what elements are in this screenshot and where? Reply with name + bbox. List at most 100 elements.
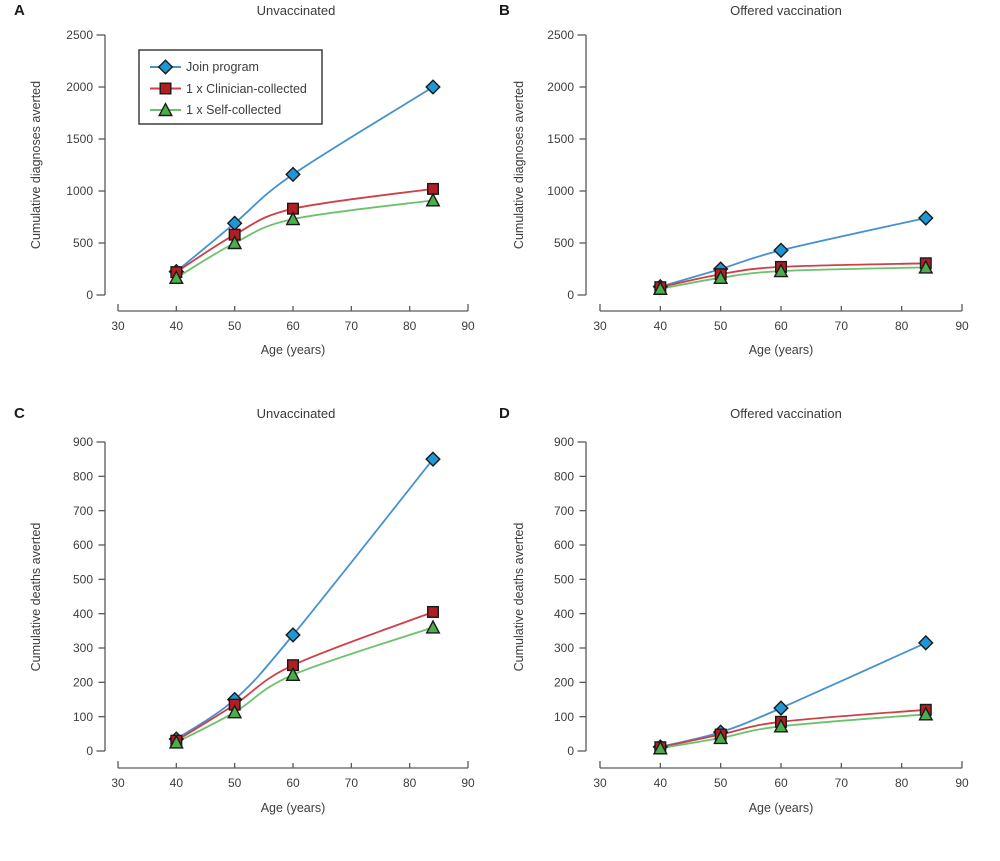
panel-d-x-tick-label: 60	[774, 776, 788, 790]
panel-c-y-tick-label: 400	[73, 607, 93, 621]
panel-a-x-axis-label: Age (years)	[260, 343, 326, 357]
panel-c-series-self-marker	[285, 666, 301, 681]
panel-d-x-tick-label: 80	[895, 776, 909, 790]
panel-c-x-tick-label: 30	[111, 776, 125, 790]
panel-d-y-tick-label: 600	[554, 538, 574, 552]
panel-b-y-tick-label: 1500	[547, 132, 574, 146]
panel-d-series-self-marker	[918, 706, 934, 721]
panel-c-x-tick-label: 90	[461, 776, 475, 790]
panel-a-series-self-marker	[285, 211, 301, 226]
panel-c-x-tick-label: 50	[228, 776, 242, 790]
panel-b-x-tick-label: 70	[835, 319, 849, 333]
panel-b-series-self-marker	[713, 269, 729, 285]
panel-a-y-tick-label: 1500	[66, 132, 93, 146]
panel-a-series-self-marker	[168, 269, 184, 285]
panel-d-series-self-marker	[652, 740, 668, 755]
panel-b-y-tick-label: 2500	[547, 28, 574, 42]
panel-b-series-self-marker	[652, 280, 668, 295]
panel-d-series-join_program-line	[659, 642, 927, 748]
panel-c-series-self-line	[175, 626, 434, 744]
panel-d-y-tick-label: 400	[554, 607, 574, 621]
panel-b-x-tick-label: 50	[714, 319, 728, 333]
panel-b-y-tick-label: 1000	[547, 184, 574, 198]
panel-a-y-tick-label: 1000	[66, 184, 93, 198]
panel-c-x-tick-label: 60	[286, 776, 300, 790]
panel-d-title: Offered vaccination	[730, 406, 842, 421]
panel-b-y-tick-label: 500	[554, 236, 574, 250]
panel-a-letter: A	[14, 2, 25, 19]
panel-d-x-tick-label: 30	[593, 776, 607, 790]
panel-a-x-tick-label: 60	[286, 319, 300, 333]
panel-c-series-self-marker	[425, 619, 441, 634]
panel-d-x-tick-label: 40	[654, 776, 668, 790]
panel-a-x-tick-label: 80	[403, 319, 417, 333]
panel-b-series-join_program-line	[659, 217, 927, 288]
legend-clinician-marker-icon	[159, 82, 172, 95]
panel-a-series-clinician-line	[175, 188, 434, 273]
panel-b-x-tick-label: 60	[774, 319, 788, 333]
panel-d-series-clinician-line	[659, 708, 927, 749]
panel-c-letter: C	[14, 405, 25, 422]
panel-b-x-axis-label: Age (years)	[748, 343, 814, 357]
panel-c-y-tick-label: 300	[73, 641, 93, 655]
panel-b-y-tick-label: 2000	[547, 80, 574, 94]
panel-b-x-tick-label: 30	[593, 319, 607, 333]
panel-d-y-axis-label: Cumulative deaths averted	[512, 522, 526, 672]
panel-c-series-join_program-line	[175, 458, 434, 740]
legend-label-self-collected: 1 x Self-collected	[186, 103, 282, 117]
panel-d-letter: D	[499, 405, 510, 422]
panel-a-x-tick-label: 90	[461, 319, 475, 333]
panel-a-series-join_program-marker	[425, 79, 441, 95]
panel-b-series-join_program-marker	[773, 242, 789, 259]
panel-c-x-tick-label: 80	[403, 776, 417, 790]
panel-a-y-tick-label: 2000	[66, 80, 93, 94]
legend-self-marker-icon	[158, 102, 173, 117]
panel-c-series-self-marker	[227, 704, 243, 719]
panel-a-y-tick-label: 500	[73, 236, 93, 250]
panel-b-series-join_program-marker	[918, 210, 934, 226]
panel-d-series-join_program-marker	[918, 635, 934, 651]
panel-b-title: Offered vaccination	[730, 3, 842, 18]
panel-a-series-self-line	[175, 199, 434, 279]
panel-d-y-tick-label: 800	[554, 470, 574, 484]
panel-d-series-self-marker	[773, 718, 789, 733]
panel-c-y-tick-label: 500	[73, 573, 93, 587]
panel-c-y-tick-label: 200	[73, 676, 93, 690]
panel-a-series-self-marker	[227, 235, 243, 250]
panel-a-x-tick-label: 40	[170, 319, 184, 333]
panel-c-x-tick-label: 70	[345, 776, 359, 790]
panel-b-y-tick-label: 0	[567, 288, 574, 302]
panel-a-y-tick-label: 0	[86, 288, 93, 302]
panel-a-x-tick-label: 70	[345, 319, 359, 333]
panel-c-x-tick-label: 40	[170, 776, 184, 790]
panel-c-series-join_program-marker	[285, 627, 301, 643]
panel-d-y-tick-label: 900	[554, 435, 574, 449]
panel-d-x-tick-label: 50	[714, 776, 728, 790]
panel-d-x-tick-label: 70	[835, 776, 849, 790]
panel-c-x-axis-label: Age (years)	[260, 801, 326, 815]
panel-b-series-self-marker	[918, 259, 934, 274]
panel-c-y-tick-label: 0	[86, 744, 93, 758]
panel-c-y-tick-label: 900	[73, 435, 93, 449]
panel-a-x-tick-label: 30	[111, 319, 125, 333]
panel-b-x-tick-label: 40	[654, 319, 668, 333]
panel-b-series-self-line	[659, 266, 927, 290]
panel-b-x-tick-label: 80	[895, 319, 909, 333]
panel-a-y-axis-label: Cumulative diagnoses averted	[29, 80, 43, 250]
legend-join_program-marker-icon	[157, 59, 174, 75]
panel-b-series-self-marker	[773, 263, 789, 278]
panel-a-x-tick-label: 50	[228, 319, 242, 333]
panel-a-series-self-marker	[425, 192, 441, 207]
panel-d-y-tick-label: 100	[554, 710, 574, 724]
panel-d-series-join_program-marker	[773, 700, 789, 716]
panel-c-series-join_program-marker	[425, 451, 441, 467]
panel-d-y-tick-label: 0	[567, 744, 574, 758]
panel-d-series-self-line	[659, 713, 927, 750]
panel-b-letter: B	[499, 2, 510, 19]
panel-b-x-tick-label: 90	[955, 319, 969, 333]
panel-b-y-axis-label: Cumulative diagnoses averted	[512, 80, 526, 250]
panel-c-y-tick-label: 600	[73, 538, 93, 552]
panel-a-series-join_program-line	[175, 86, 434, 273]
